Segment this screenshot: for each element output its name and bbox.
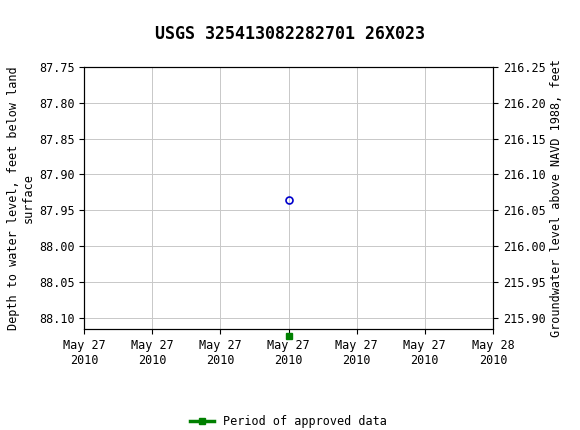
Legend: Period of approved data: Period of approved data	[186, 411, 392, 430]
Y-axis label: Depth to water level, feet below land
surface: Depth to water level, feet below land su…	[6, 66, 35, 330]
Y-axis label: Groundwater level above NAVD 1988, feet: Groundwater level above NAVD 1988, feet	[550, 59, 563, 337]
Text: ≋USGS: ≋USGS	[5, 7, 75, 25]
Text: USGS 325413082282701 26X023: USGS 325413082282701 26X023	[155, 25, 425, 43]
